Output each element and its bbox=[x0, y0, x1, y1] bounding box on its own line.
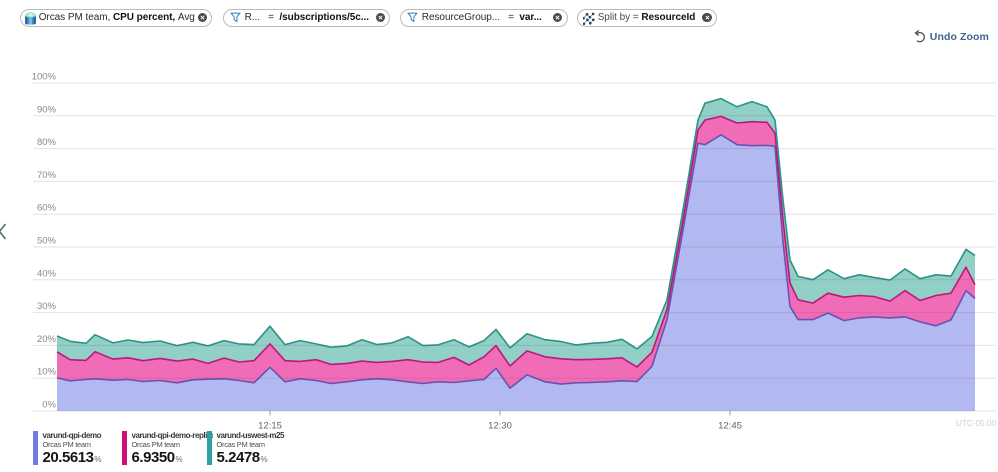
svg-text:UTC-05:00: UTC-05:00 bbox=[956, 419, 996, 428]
svg-text:60%: 60% bbox=[37, 203, 57, 214]
svg-text:40%: 40% bbox=[37, 268, 57, 279]
svg-text:0%: 0% bbox=[42, 400, 56, 411]
svg-text:12:30: 12:30 bbox=[488, 421, 512, 432]
svg-text:30%: 30% bbox=[37, 301, 57, 312]
svg-text:12:45: 12:45 bbox=[718, 421, 742, 432]
svg-text:10%: 10% bbox=[37, 367, 57, 378]
svg-text:50%: 50% bbox=[37, 236, 57, 247]
svg-text:12:15: 12:15 bbox=[258, 421, 282, 432]
svg-text:90%: 90% bbox=[37, 104, 57, 115]
svg-text:20%: 20% bbox=[37, 334, 57, 345]
svg-text:80%: 80% bbox=[37, 137, 57, 148]
svg-text:100%: 100% bbox=[32, 72, 57, 83]
svg-text:70%: 70% bbox=[37, 170, 57, 181]
